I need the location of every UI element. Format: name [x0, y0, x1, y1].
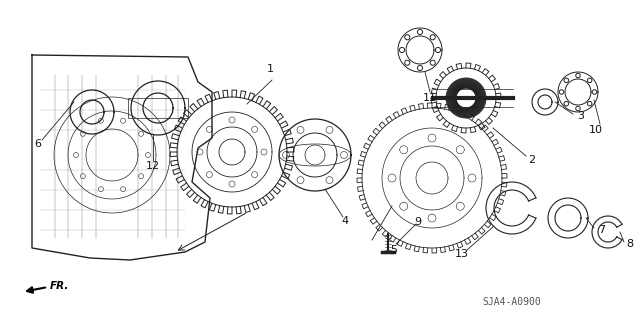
Text: 2: 2: [528, 155, 535, 165]
Text: 12: 12: [146, 161, 160, 171]
Text: 1: 1: [266, 64, 273, 74]
Text: 3: 3: [577, 111, 584, 121]
Text: 4: 4: [341, 216, 349, 226]
Text: 6: 6: [35, 139, 42, 149]
Text: 5: 5: [390, 245, 397, 255]
Text: 10: 10: [589, 125, 603, 135]
Bar: [128, 98, 188, 118]
Text: 13: 13: [455, 249, 469, 259]
Text: FR.: FR.: [50, 281, 69, 291]
Text: SJA4-A0900: SJA4-A0900: [483, 297, 541, 307]
Text: 11: 11: [423, 93, 437, 103]
Text: 9: 9: [415, 217, 422, 227]
Text: 7: 7: [598, 225, 605, 235]
Text: 8: 8: [626, 239, 633, 249]
